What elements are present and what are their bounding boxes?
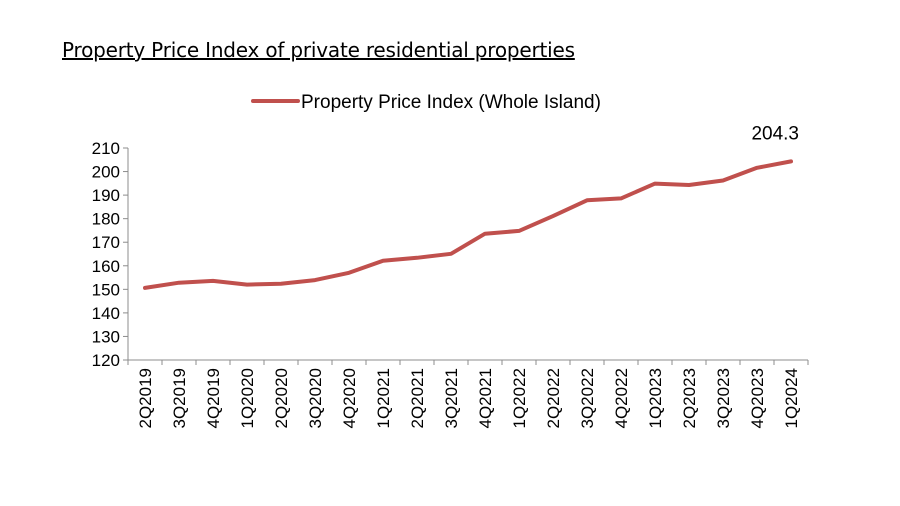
x-tick-label: 4Q2021 [476,368,495,429]
y-tick-label: 150 [92,280,120,299]
x-tick-label: 3Q2021 [442,368,461,429]
x-tick-label: 4Q2023 [748,368,767,429]
y-tick-label: 120 [92,351,120,370]
x-tick-label: 3Q2023 [714,368,733,429]
page-title: Property Price Index of private resident… [62,38,575,62]
x-tick-label: 4Q2020 [340,368,359,429]
x-tick-label: 2Q2019 [136,368,155,429]
legend-label: Property Price Index (Whole Island) [301,92,601,113]
x-tick-label: 1Q2023 [646,368,665,429]
chart-series [143,159,793,290]
series-line [143,159,793,290]
x-tick-label: 2Q2023 [680,368,699,429]
y-tick-label: 180 [92,210,120,229]
y-tick-label: 200 [92,163,120,182]
x-tick-label: 3Q2020 [306,368,325,429]
chart-axes: 120 130 140 150 160 170 180 190 200 210 2Q2019 3Q20… [92,139,809,429]
y-tick-label: 170 [92,233,120,252]
chart-legend: Property Price Index (Whole Island) [251,92,601,113]
y-tick-label: 130 [92,327,120,346]
x-tick-label: 4Q2019 [204,368,223,429]
y-tick-label: 190 [92,186,120,205]
x-tick-label: 1Q2024 [782,368,801,429]
x-tick-label: 2Q2021 [408,368,427,429]
y-tick-label: 210 [92,139,120,158]
data-label: 204.3 [751,123,799,144]
x-tick-label: 1Q2021 [374,368,393,429]
chart-annotations: 204.3 [751,123,799,144]
x-tick-label: 1Q2020 [238,368,257,429]
x-tick-label: 3Q2022 [578,368,597,429]
x-tick-label: 2Q2022 [544,368,563,429]
x-tick-label: 4Q2022 [612,368,631,429]
y-tick-label: 160 [92,257,120,276]
x-tick-label: 3Q2019 [170,368,189,429]
x-tick-label: 2Q2020 [272,368,291,429]
x-tick-label: 1Q2022 [510,368,529,429]
y-tick-label: 140 [92,304,120,323]
